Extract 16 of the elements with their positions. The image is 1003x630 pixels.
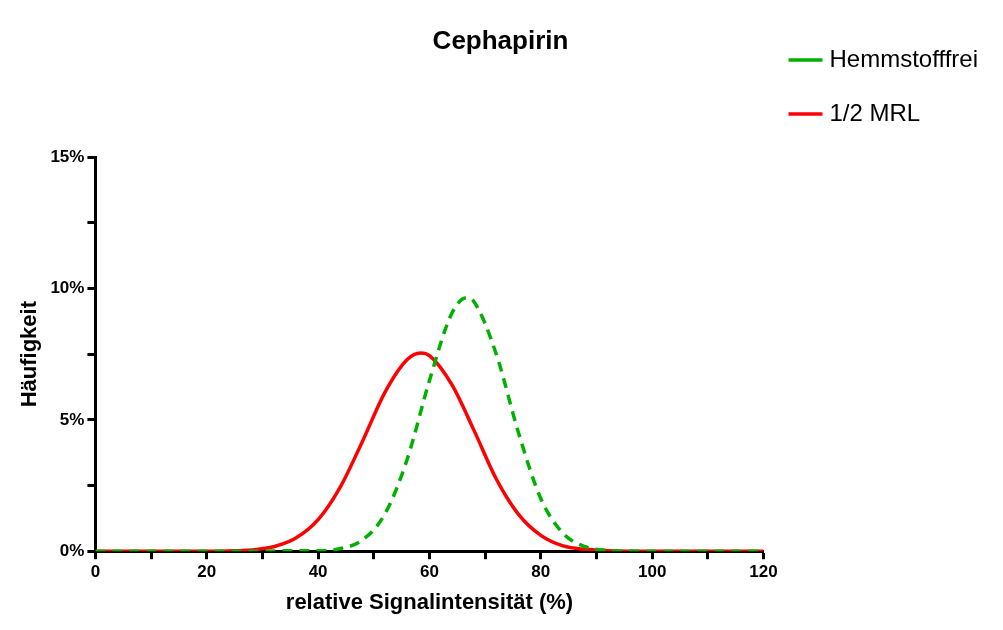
- y-tick-label: 10%: [50, 278, 85, 298]
- x-axis-title: relative Signalintensität (%): [285, 588, 574, 614]
- x-tick-label: 100: [637, 562, 667, 582]
- y-axis-title: Häufigkeit: [16, 300, 42, 408]
- y-tick-label: 5%: [59, 409, 85, 429]
- x-tick-label: 120: [749, 562, 778, 582]
- x-tick-label: 60: [420, 562, 439, 582]
- x-tick-label: 0: [90, 562, 101, 582]
- x-tick-label: 40: [308, 562, 328, 582]
- x-tick-label: 80: [531, 562, 551, 582]
- y-tick-label: 15%: [50, 146, 85, 166]
- chart-title: Cephapirin: [432, 24, 569, 55]
- legend-label: 1/2 MRL: [829, 98, 921, 126]
- legend-label: Hemmstofffrei: [829, 44, 979, 72]
- x-tick-label: 20: [197, 562, 217, 582]
- y-tick-label: 0%: [59, 540, 85, 560]
